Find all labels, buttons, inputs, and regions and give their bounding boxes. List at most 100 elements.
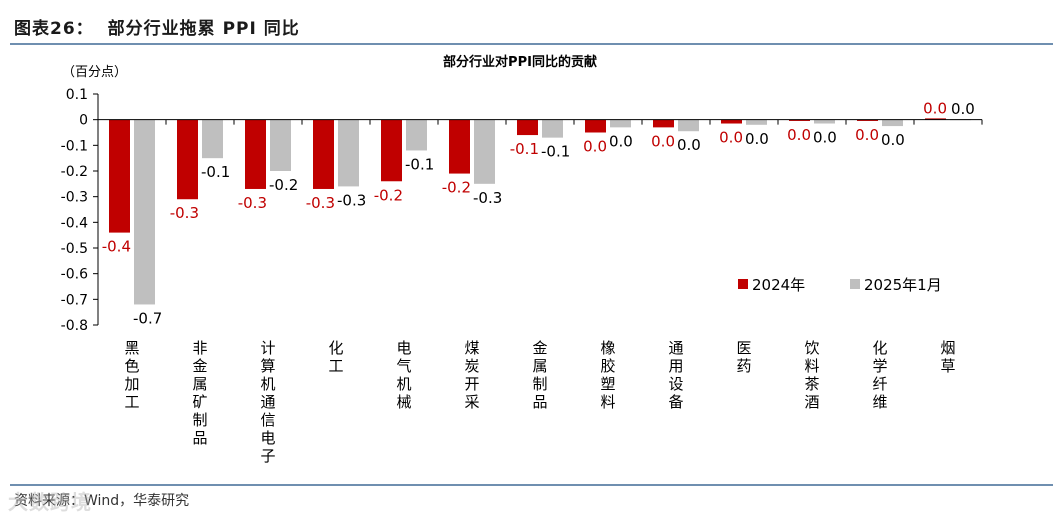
bar-2024 <box>381 119 402 182</box>
category-label: 金 <box>532 339 547 357</box>
category-label: 色 <box>124 357 139 375</box>
category-label: 加 <box>124 375 139 393</box>
category-label: 胶 <box>600 357 615 375</box>
data-label-2025: -0.7 <box>133 309 162 327</box>
y-tick-label: -0.6 <box>61 267 88 283</box>
data-label-2025: 0.0 <box>951 100 975 118</box>
category-label: 品 <box>532 393 547 411</box>
category-label: 电 <box>396 339 411 357</box>
figure-title: 图表26： 部分行业拖累 PPI 同比 <box>14 14 300 39</box>
category-label: 药 <box>736 357 751 375</box>
category-label: 烟 <box>940 339 955 357</box>
data-label-2024: 0.0 <box>855 126 879 144</box>
bar-2024 <box>653 119 674 128</box>
bar-2025 <box>610 119 631 128</box>
category-label: 煤 <box>464 339 479 357</box>
bar-2024 <box>517 119 538 136</box>
bar-2024 <box>177 119 198 200</box>
data-label-2025: -0.1 <box>405 155 434 173</box>
y-tick-label: -0.3 <box>61 190 88 206</box>
bar-2025 <box>746 119 767 125</box>
category-label: 学 <box>872 357 887 375</box>
data-label-2024: 0.0 <box>651 132 675 150</box>
bar-2024 <box>585 119 606 133</box>
data-label-2024: -0.1 <box>510 140 539 158</box>
legend-label-2024: 2024年 <box>752 276 805 294</box>
bar-2025 <box>406 119 427 151</box>
data-label-2024: 0.0 <box>719 129 743 147</box>
bar-2025 <box>814 119 835 124</box>
category-label: 采 <box>464 393 479 411</box>
data-label-2025: 0.0 <box>677 136 701 154</box>
bar-2024 <box>109 119 130 233</box>
category-label: 黑 <box>124 339 139 357</box>
category-label: 矿 <box>192 393 207 411</box>
chart-title: 部分行业对PPI同比的贡献 <box>443 54 597 70</box>
category-label: 化 <box>872 339 887 357</box>
category-label: 维 <box>872 393 887 411</box>
legend-swatch-2025 <box>850 279 860 289</box>
bar-2024 <box>245 119 266 189</box>
category-label: 信 <box>260 411 275 429</box>
category-label: 通 <box>260 393 275 411</box>
y-tick-label: -0.4 <box>61 215 88 231</box>
data-label-2024: -0.2 <box>442 179 471 197</box>
category-label: 备 <box>668 393 683 411</box>
category-label: 电 <box>260 429 275 447</box>
category-label: 设 <box>668 375 683 393</box>
data-label-2025: 0.0 <box>609 132 633 150</box>
category-label: 料 <box>804 357 819 375</box>
figure-title-text: 部分行业拖累 PPI 同比 <box>107 19 300 39</box>
bar-2025 <box>678 119 699 132</box>
category-label: 橡 <box>600 339 615 357</box>
bar-2025 <box>270 119 291 171</box>
data-label-2024: -0.4 <box>102 238 131 256</box>
legend: 2024年 2025年1月 <box>738 276 942 294</box>
bar-2024 <box>925 118 946 120</box>
bars: -0.4-0.7-0.3-0.1-0.3-0.2-0.3 -0.3 -0.2-0.1… <box>102 99 975 327</box>
data-label-2025: 0.0 <box>813 129 837 147</box>
data-label-2024: -0.3 <box>238 194 267 212</box>
category-label: 炭 <box>464 357 479 375</box>
y-tick-label: -0.5 <box>61 241 88 257</box>
bar-2024 <box>313 119 334 189</box>
legend-label-2025: 2025年1月 <box>864 276 942 294</box>
data-label-2025: -0.3 <box>337 191 366 209</box>
category-label: 料 <box>600 393 615 411</box>
bar-2024 <box>721 119 742 124</box>
category-label: 制 <box>192 411 207 429</box>
y-tick-label: -0.1 <box>61 138 88 154</box>
bottom-rule <box>10 484 1053 486</box>
category-label: 子 <box>260 447 275 465</box>
bar-2024 <box>449 119 470 174</box>
data-label-2024: -0.2 <box>374 186 403 204</box>
category-label: 属 <box>532 357 547 375</box>
bar-2024 <box>789 119 810 121</box>
category-label: 酒 <box>804 393 819 411</box>
y-unit-label: （百分点） <box>62 65 127 80</box>
category-label: 属 <box>192 375 207 393</box>
bar-2025 <box>134 119 155 305</box>
category-label: 化 <box>328 339 343 357</box>
data-label-2025: -0.1 <box>541 143 570 161</box>
bar-2025 <box>882 119 903 127</box>
data-label-2024: 0.0 <box>583 138 607 156</box>
figure-number: 图表26： <box>14 19 94 39</box>
category-label: 品 <box>192 429 207 447</box>
data-label-2025: -0.2 <box>269 176 298 194</box>
y-tick-label: -0.2 <box>61 164 88 180</box>
data-label-2024: 0.0 <box>923 99 947 117</box>
category-label: 草 <box>940 357 955 375</box>
category-label: 非 <box>192 339 207 357</box>
data-label-2024: -0.3 <box>306 194 335 212</box>
category-label: 开 <box>464 375 479 393</box>
data-label-2025: 0.0 <box>881 131 905 149</box>
top-rule <box>10 43 1053 45</box>
category-label: 塑 <box>600 375 615 393</box>
category-label: 工 <box>328 357 343 375</box>
data-label-2024: -0.3 <box>170 204 199 222</box>
category-label: 计 <box>260 339 275 357</box>
bar-2025 <box>474 119 495 184</box>
category-label: 饮 <box>804 339 819 357</box>
